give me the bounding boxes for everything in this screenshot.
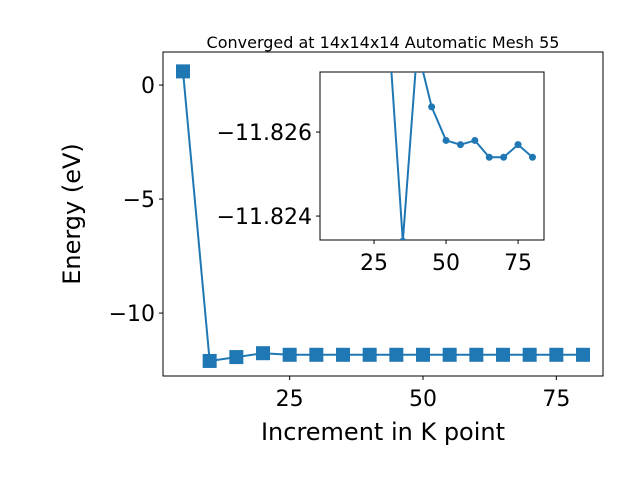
x-tick-label: 75 <box>542 387 570 412</box>
data-point <box>442 347 457 362</box>
data-point <box>471 136 479 144</box>
y-tick-label: −11.826 <box>217 121 312 146</box>
data-point <box>469 347 484 362</box>
data-point <box>309 347 324 362</box>
data-point <box>428 103 436 111</box>
data-point <box>485 153 493 161</box>
data-point <box>256 346 270 361</box>
plot-series <box>390 72 536 240</box>
data-point <box>229 350 244 365</box>
data-point <box>496 347 510 362</box>
x-axis-label: Increment in K point <box>261 418 505 446</box>
y-tick-label: −10 <box>109 302 155 327</box>
x-tick-label: 25 <box>360 251 388 276</box>
y-tick-label: −5 <box>123 188 155 213</box>
data-point <box>416 347 430 362</box>
data-point <box>176 64 190 79</box>
data-point <box>514 141 522 149</box>
data-point <box>282 347 297 362</box>
data-point <box>522 347 537 362</box>
y-tick-label: −11.824 <box>217 205 312 230</box>
chart-title: Converged at 14x14x14 Automatic Mesh 55 <box>207 33 560 52</box>
x-tick-label: 50 <box>432 251 460 276</box>
data-point <box>549 347 564 362</box>
data-point <box>442 136 450 144</box>
x-tick-label: 50 <box>409 387 437 412</box>
y-tick-label: 0 <box>141 74 155 99</box>
data-point <box>389 347 404 362</box>
data-point <box>202 353 217 368</box>
data-point <box>500 153 508 161</box>
plot-area <box>319 71 545 241</box>
y-axis-label: Energy (eV) <box>58 143 86 285</box>
data-line <box>182 71 583 363</box>
plot-series <box>176 64 590 368</box>
data-point <box>576 347 590 362</box>
x-tick-label: 75 <box>504 251 532 276</box>
data-point <box>362 347 377 362</box>
data-point <box>456 141 464 149</box>
data-point <box>528 153 536 161</box>
data-point <box>336 347 350 362</box>
data-point <box>399 237 407 240</box>
x-tick-label: 25 <box>276 387 304 412</box>
